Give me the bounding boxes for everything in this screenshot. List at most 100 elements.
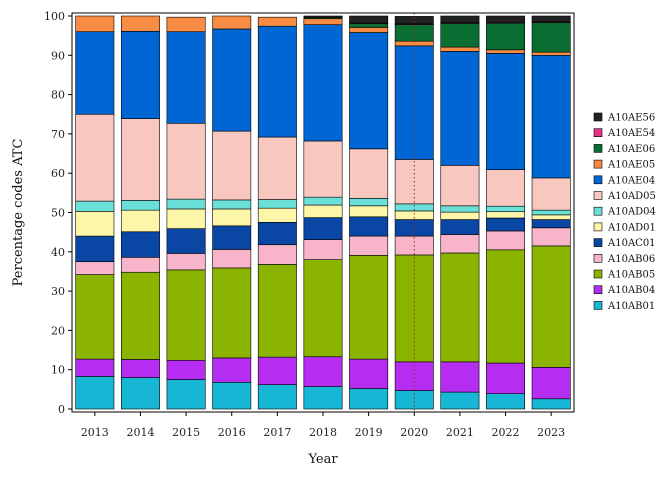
bar-segment-a10ae56-2019 xyxy=(349,15,389,24)
x-tick-label: 2021 xyxy=(446,426,474,439)
bar-segment-a10ae04-2023 xyxy=(531,54,571,179)
bar-segment-a10ab05-2020 xyxy=(394,254,434,363)
bar-segment-a10ae04-2015 xyxy=(166,31,206,124)
bar-segment-a10ae04-2019 xyxy=(349,32,389,150)
bar-segment-a10ad05-2017 xyxy=(257,136,297,200)
bar-segment-a10ab06-2017 xyxy=(257,244,297,265)
bar-segment-a10ab04-2021 xyxy=(440,361,480,393)
bar-segment-a10ae05-2014 xyxy=(120,15,160,32)
x-tick-label: 2018 xyxy=(309,426,337,439)
bar-segment-a10ab01-2023 xyxy=(531,398,571,410)
legend-label-a10ab05: A10AB05 xyxy=(607,270,655,281)
bar-segment-a10ac01-2015 xyxy=(166,228,206,254)
bar-segment-a10ab05-2014 xyxy=(120,271,160,360)
bars-group xyxy=(75,15,571,410)
bar-segment-a10ae04-2013 xyxy=(75,31,115,115)
x-tick-label: 2022 xyxy=(492,426,520,439)
bar-segment-a10ae04-2018 xyxy=(303,24,343,142)
bar-segment-a10ab01-2022 xyxy=(486,393,526,410)
bar-segment-a10ab01-2013 xyxy=(75,376,115,410)
bar-segment-a10ad04-2017 xyxy=(257,199,297,209)
bar-segment-a10ab01-2016 xyxy=(212,381,252,410)
bar-segment-a10ad05-2014 xyxy=(120,118,160,201)
legend: A10AE56 A10AE54 A10AE06 A10AE05 A10AE04 A10AD… xyxy=(593,113,656,312)
bar-segment-a10ae04-2014 xyxy=(120,31,160,119)
bar-segment-a10ae05-2018 xyxy=(303,18,343,25)
legend-swatch-a10ab05 xyxy=(593,269,603,279)
bar-segment-a10ab04-2017 xyxy=(257,356,297,385)
bar-segment-a10ae06-2021 xyxy=(440,23,480,48)
bar-segment-a10ac01-2022 xyxy=(486,217,526,232)
bar-segment-a10ab06-2013 xyxy=(75,261,115,275)
bar-segment-a10ad04-2016 xyxy=(212,199,252,210)
y-tick-label: 50 xyxy=(51,207,65,220)
x-tick-label: 2015 xyxy=(172,426,200,439)
legend-swatch-a10ad04 xyxy=(593,206,603,216)
bar-segment-a10ae06-2023 xyxy=(531,22,571,53)
bar-segment-a10ad04-2021 xyxy=(440,205,480,213)
y-axis-title: Percentage codes ATC xyxy=(11,139,26,287)
bar-segment-a10ab06-2021 xyxy=(440,234,480,254)
y-tick-label: 100 xyxy=(44,10,65,23)
bar-segment-a10ac01-2014 xyxy=(120,231,160,258)
legend-label-a10ae05: A10AE05 xyxy=(607,160,655,171)
bar-segment-a10ab01-2021 xyxy=(440,391,480,410)
legend-label-a10ad04: A10AD04 xyxy=(607,207,656,218)
legend-swatch-a10ae04 xyxy=(593,175,603,185)
y-tick-label: 30 xyxy=(51,285,65,298)
bar-segment-a10ae05-2013 xyxy=(75,15,115,33)
bar-segment-a10ab04-2019 xyxy=(349,358,389,389)
legend-label-a10ad05: A10AD05 xyxy=(607,191,656,202)
bar-segment-a10ae05-2019 xyxy=(349,27,389,33)
x-axis-title: Year xyxy=(307,452,338,467)
bar-segment-a10ac01-2019 xyxy=(349,216,389,237)
y-tick-label: 60 xyxy=(51,167,65,180)
bar-segment-a10ad01-2013 xyxy=(75,211,115,237)
bar-segment-a10ad01-2022 xyxy=(486,211,526,219)
bar-segment-a10ab06-2019 xyxy=(349,235,389,256)
x-tick-label: 2014 xyxy=(126,426,154,439)
bar-segment-a10ad01-2021 xyxy=(440,211,480,220)
legend-label-a10ab04: A10AB04 xyxy=(607,285,655,296)
y-tick-label: 20 xyxy=(51,324,65,337)
x-tick-label: 2019 xyxy=(355,426,383,439)
legend-label-a10ae06: A10AE06 xyxy=(607,144,655,155)
bar-segment-a10ae04-2020 xyxy=(394,45,434,160)
bar-segment-a10ac01-2017 xyxy=(257,222,297,246)
bar-segment-a10ae06-2020 xyxy=(394,24,434,42)
bar-segment-a10ab06-2015 xyxy=(166,253,206,271)
bar-segment-a10ab04-2014 xyxy=(120,359,160,378)
x-tick-label: 2017 xyxy=(263,426,291,439)
legend-swatch-a10ad05 xyxy=(593,191,603,200)
bar-segment-a10ab05-2023 xyxy=(531,245,571,368)
x-axis: 2013 2014 2015 2016 2017 2018 2019 2020 2021 2022… xyxy=(81,412,565,439)
legend-swatch-a10ab01 xyxy=(593,301,603,310)
bar-segment-a10ad05-2022 xyxy=(486,169,526,207)
bar-segment-a10ad04-2022 xyxy=(486,205,526,213)
bar-segment-a10ad01-2017 xyxy=(257,207,297,223)
bar-segment-a10ae56-2021 xyxy=(440,15,480,23)
bar-segment-a10ad04-2015 xyxy=(166,198,206,210)
bar-segment-a10ac01-2023 xyxy=(531,219,571,229)
legend-swatch-a10ab06 xyxy=(593,254,603,263)
bar-segment-a10ad01-2015 xyxy=(166,208,206,229)
bar-segment-a10ab05-2018 xyxy=(303,259,343,358)
bar-segment-a10ad01-2016 xyxy=(212,208,252,227)
bar-segment-a10ae05-2016 xyxy=(212,15,252,30)
bar-segment-a10ab05-2013 xyxy=(75,274,115,360)
bar-segment-a10ae06-2019 xyxy=(349,23,389,28)
bar-segment-a10ab04-2023 xyxy=(531,367,571,400)
bar-segment-a10ad05-2015 xyxy=(166,122,206,200)
legend-swatch-a10ae05 xyxy=(593,159,603,169)
bar-segment-a10ad01-2014 xyxy=(120,209,160,233)
bar-segment-a10ab04-2022 xyxy=(486,362,526,394)
legend-swatch-a10ab04 xyxy=(593,285,603,295)
legend-label-a10ae04: A10AE04 xyxy=(607,175,655,186)
bar-segment-a10ad04-2013 xyxy=(75,200,115,212)
y-tick-label: 80 xyxy=(51,89,65,102)
bar-segment-a10ad05-2019 xyxy=(349,148,389,199)
bar-segment-a10ab05-2022 xyxy=(486,249,526,364)
bar-segment-a10ae56-2023 xyxy=(531,15,571,23)
bar-segment-a10ae04-2017 xyxy=(257,25,297,138)
